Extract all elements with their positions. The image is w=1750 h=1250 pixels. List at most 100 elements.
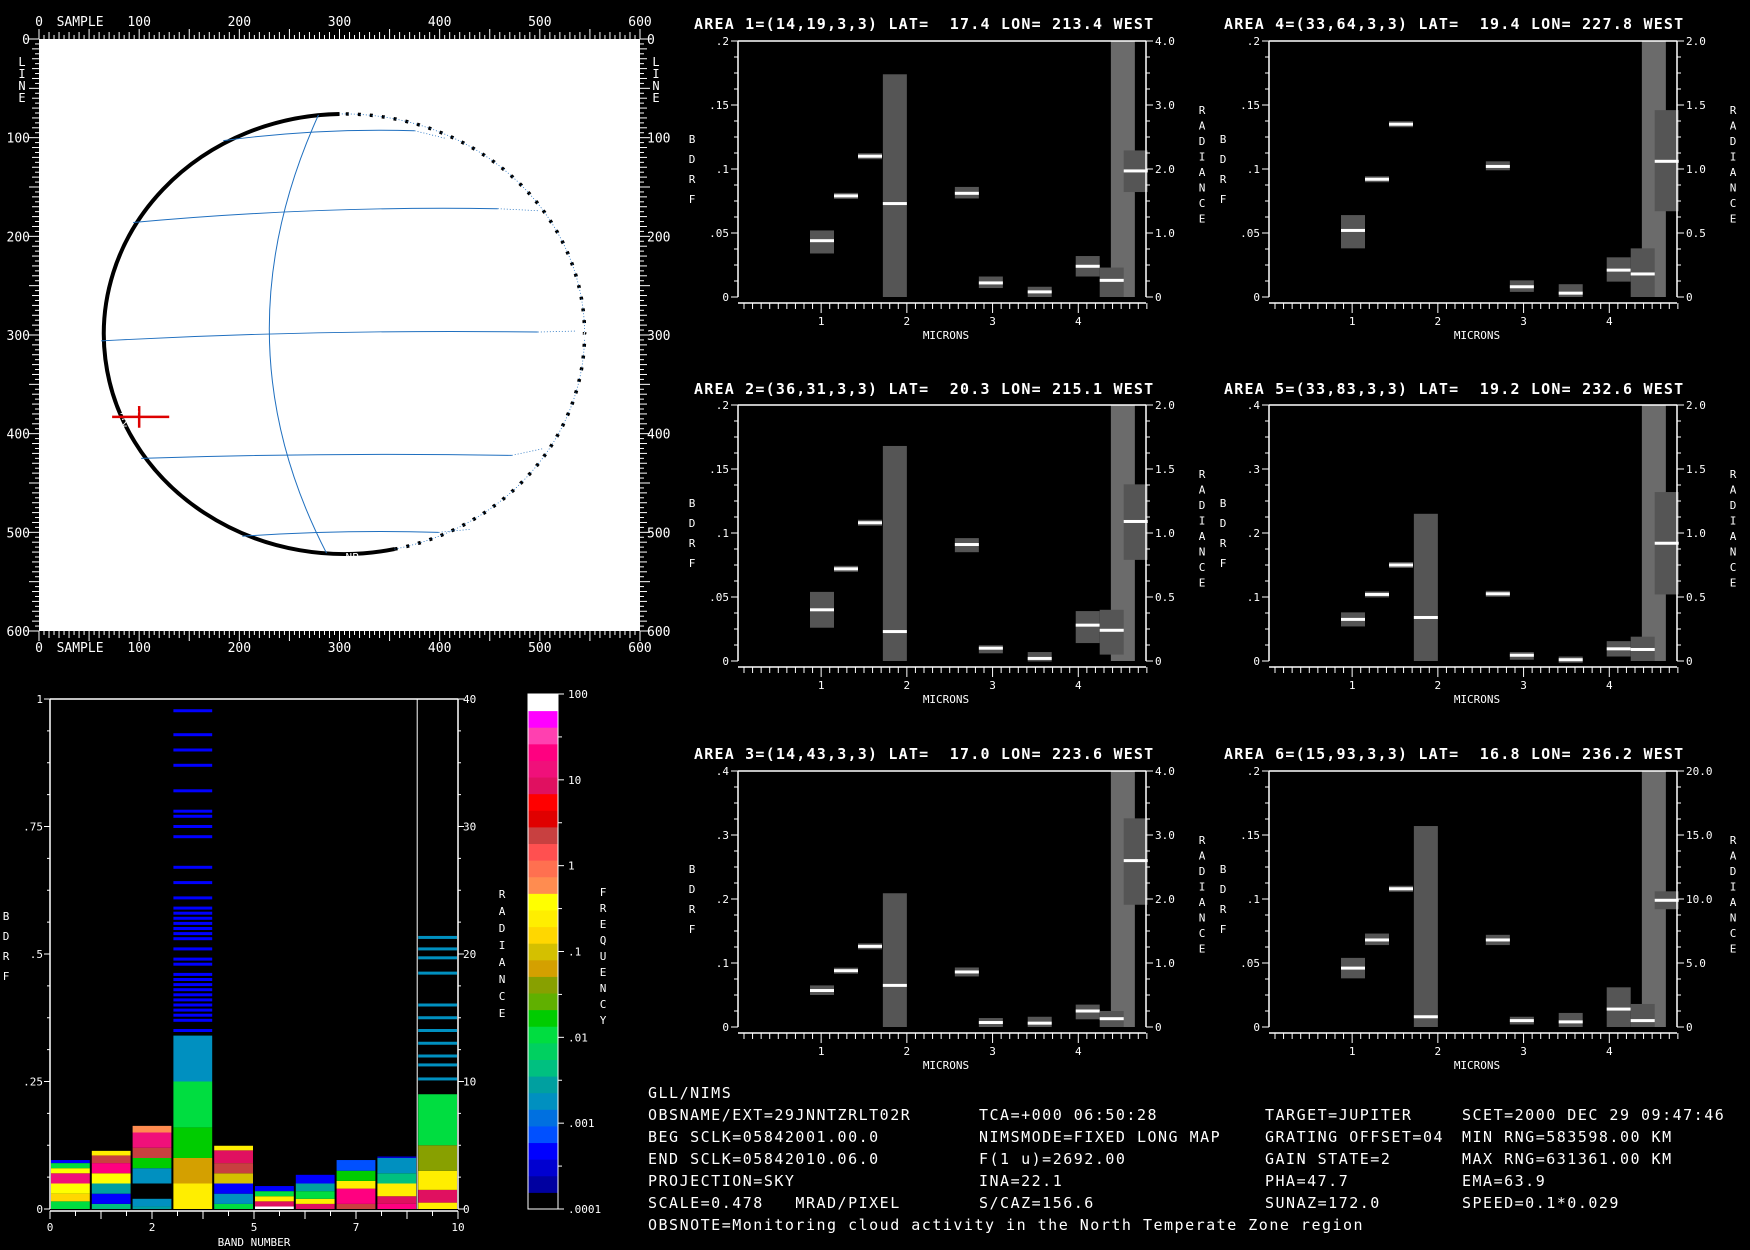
histogram-line xyxy=(173,733,213,737)
letter: E xyxy=(600,918,607,931)
letter: Q xyxy=(600,934,607,947)
histogram-line xyxy=(173,916,213,920)
histogram-cell xyxy=(51,1168,90,1174)
histogram-line xyxy=(173,748,213,752)
histogram-line xyxy=(173,1029,213,1032)
area4-title: AREA 4=(33,64,3,3) LAT= 19.4 LON= 227.8 … xyxy=(1224,15,1685,33)
y-tick-label: .1 xyxy=(716,957,729,970)
bdrf-bar-mean xyxy=(1389,563,1413,567)
x-axis-label: MICRONS xyxy=(923,1059,969,1072)
letter: N xyxy=(1199,182,1206,195)
histogram-cell xyxy=(132,1206,172,1209)
bdrf-bar-mean xyxy=(1485,938,1510,942)
bdrf-bar xyxy=(882,893,907,1027)
histogram-line xyxy=(173,921,213,925)
y-tick-label: .5 xyxy=(30,948,43,961)
y2-tick-label: 0 xyxy=(1686,291,1693,304)
letter: R xyxy=(1730,104,1737,117)
y-axis-label: LINE xyxy=(18,55,26,105)
y-tick-label: 200 xyxy=(7,230,30,245)
bdrf-bar xyxy=(1075,611,1100,644)
letter: N xyxy=(1199,912,1206,925)
bdrf-bar-mean xyxy=(1606,1007,1631,1011)
letter: A xyxy=(499,956,506,969)
letter: I xyxy=(1730,881,1737,894)
letter: A xyxy=(1199,166,1206,179)
bdrf-bar-mean xyxy=(1075,1009,1100,1013)
bdrf-bar xyxy=(1099,267,1124,297)
bdrf-bar-mean xyxy=(1341,228,1365,232)
histogram-cell xyxy=(336,1170,376,1181)
histogram-line xyxy=(173,763,213,767)
histogram-cell xyxy=(295,1198,335,1204)
histogram-cell xyxy=(214,1173,253,1184)
y2-tick-label: 1.5 xyxy=(1686,463,1706,476)
letter: A xyxy=(1730,850,1737,863)
letter: R xyxy=(1730,468,1737,481)
bdrf-bar-mean xyxy=(1389,887,1413,891)
y2-tick-label: 0.5 xyxy=(1686,227,1706,240)
y2-tick-label: 0.5 xyxy=(1686,591,1706,604)
y2-tick-label: 30 xyxy=(463,821,476,834)
histogram-line xyxy=(418,1063,457,1067)
bdrf-bar xyxy=(1413,826,1438,1027)
histogram-line xyxy=(173,1013,213,1017)
histogram-cell xyxy=(132,1168,172,1184)
radiance-box-mean xyxy=(1123,859,1148,863)
y2-tick-label: 1.0 xyxy=(1686,163,1706,176)
bdrf-bar-mean xyxy=(1509,1019,1534,1023)
x-tick-label: 4 xyxy=(1075,1045,1082,1058)
histogram-line xyxy=(418,971,457,975)
origin-label: 0,0 xyxy=(583,329,603,342)
bdrf-bar xyxy=(1027,652,1052,662)
histogram-line xyxy=(418,935,457,939)
y-tick-label: 200 xyxy=(647,230,670,245)
y-axis-label: BDRF xyxy=(2,909,10,983)
histogram-cell xyxy=(173,1183,213,1209)
y-axis-label: BDRF xyxy=(688,862,696,936)
y-tick-label: 400 xyxy=(7,428,30,443)
bdrf-bar-mean xyxy=(1365,938,1389,942)
histogram-cell xyxy=(51,1193,90,1202)
y2-tick-label: 3.0 xyxy=(1155,99,1175,112)
y2-tick-label: 10 xyxy=(463,1076,476,1089)
letter: N xyxy=(499,973,506,986)
x-tick-label: 0 xyxy=(35,15,43,30)
histogram-cell xyxy=(377,1183,417,1197)
bdrf-bar-mean xyxy=(1606,268,1631,272)
y-axis-label: BDRF xyxy=(1219,132,1227,206)
letter: C xyxy=(1730,197,1737,210)
histogram-line xyxy=(418,947,457,951)
info-field: TCA=+000 06:50:28 xyxy=(979,1106,1159,1124)
info-field: EMA=63.9 xyxy=(1462,1172,1547,1190)
histogram-cell xyxy=(418,1094,457,1146)
letter: F xyxy=(600,886,607,899)
letter: C xyxy=(1199,927,1206,940)
obsnote: OBSNOTE=Monitoring cloud activity in the… xyxy=(648,1216,1365,1234)
x-tick-label: 300 xyxy=(328,641,351,656)
y-tick-label: .05 xyxy=(709,227,729,240)
colorbar-label: 10 xyxy=(568,774,581,787)
colorbar-swatch xyxy=(528,777,558,795)
area3-title: AREA 3=(14,43,3,3) LAT= 17.0 LON= 223.6 … xyxy=(694,745,1155,763)
letter: A xyxy=(1199,120,1206,133)
bdrf-bar-mean xyxy=(1027,1021,1052,1025)
info-field: PHA=47.7 xyxy=(1265,1172,1350,1190)
x-tick-label: 10 xyxy=(451,1221,464,1234)
colorbar-swatch xyxy=(528,860,558,878)
y-tick-label: 0 xyxy=(36,1203,43,1216)
letter: A xyxy=(1199,896,1206,909)
y-tick-label: 500 xyxy=(7,526,30,541)
x-tick-label: 2 xyxy=(904,1045,911,1058)
x-tick-label: 200 xyxy=(228,641,251,656)
y-tick-label: 600 xyxy=(647,625,670,640)
y-tick-label: 0 xyxy=(722,1021,729,1034)
colorbar-swatch xyxy=(528,876,558,894)
colorbar-label: .0001 xyxy=(568,1203,601,1216)
x-tick-label: 3 xyxy=(989,679,996,692)
colorbar-label: .001 xyxy=(568,1117,595,1130)
latitude-line-hidden xyxy=(497,208,538,212)
y-tick-label: 0 xyxy=(22,33,30,48)
